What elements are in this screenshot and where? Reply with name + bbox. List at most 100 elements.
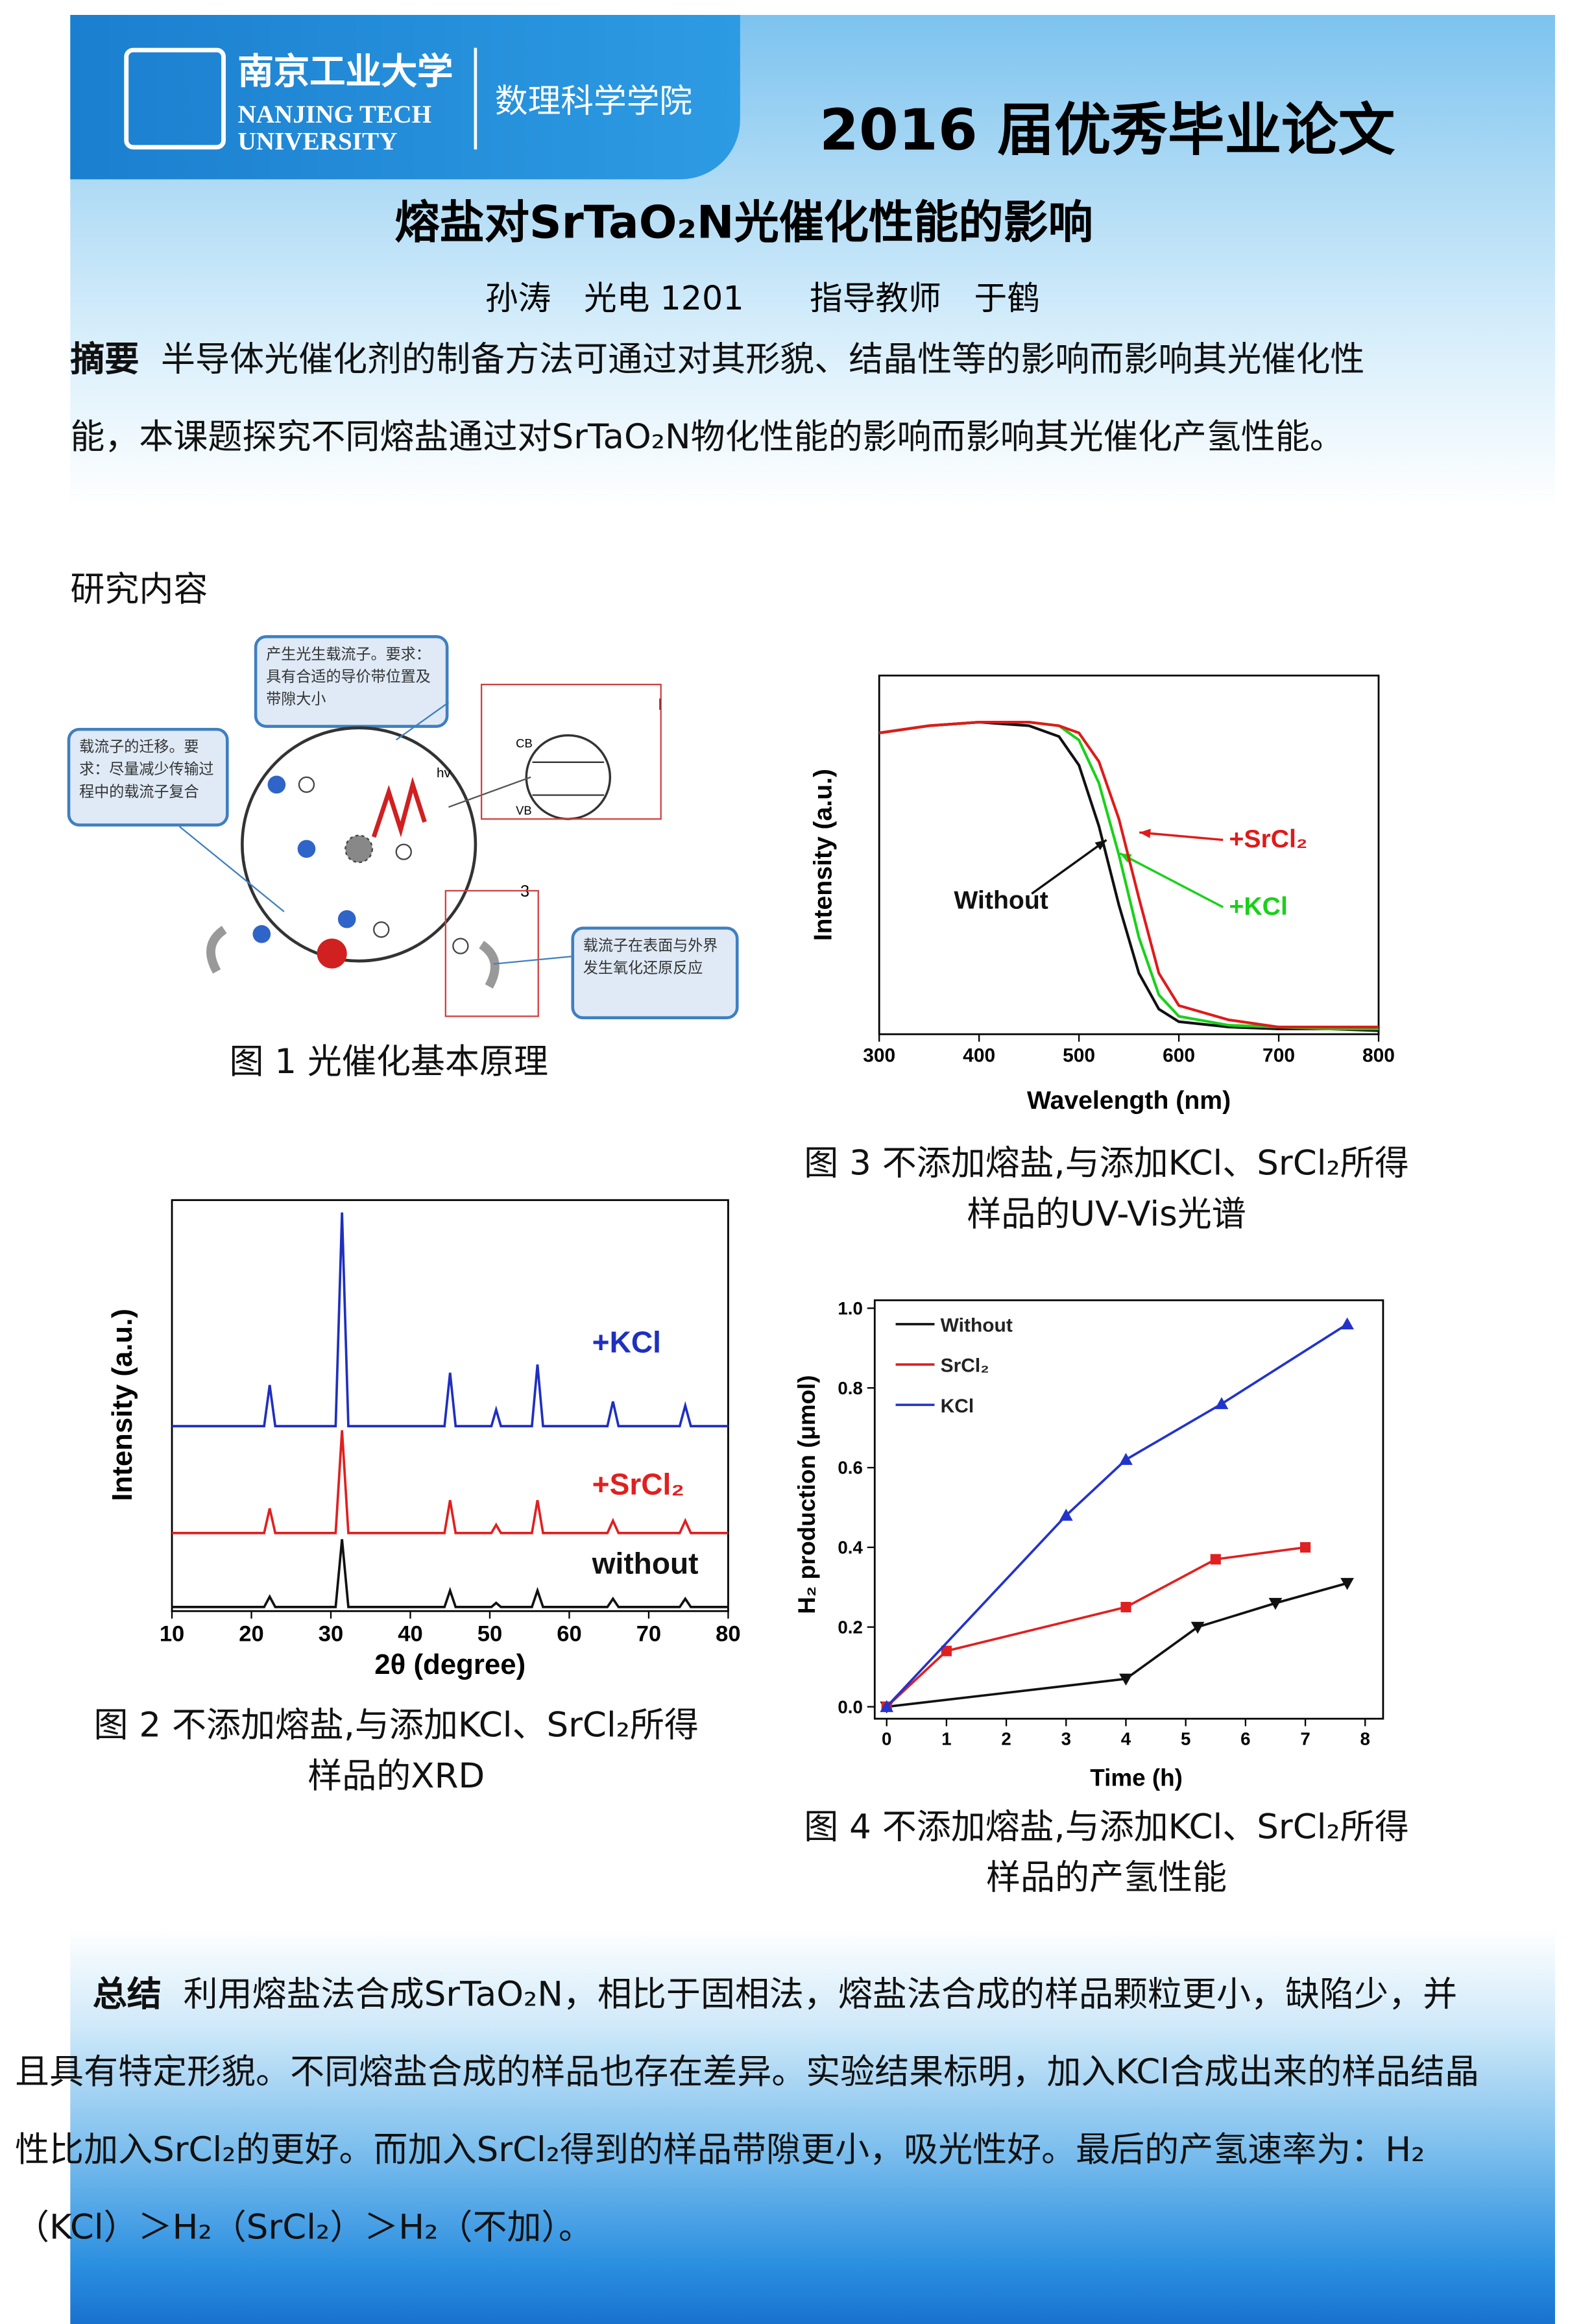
marker [880,1700,894,1712]
series-label: +SrCl₂ [592,1468,684,1501]
chart: 300 400 500 600 700 800 Wavelength (nm) Intensi… [809,674,1395,1115]
series-label: +SrCl₂ [1229,825,1308,853]
hole [373,921,390,938]
marker [1119,1673,1133,1686]
annotation-arrow [1119,852,1224,908]
photon [371,777,427,838]
x-tick-label: 300 [863,1045,895,1066]
series-label: +KCl [592,1325,661,1359]
band-inset [525,734,612,821]
callout-tail [396,701,450,741]
x-tick-label: 60 [557,1621,581,1646]
chart: 10 20 30 40 50 60 70 80 2θ (degree) Intensity (a.… [106,1199,741,1680]
electron [252,925,271,943]
legend-label: Without [941,1314,1013,1336]
marker [1119,1453,1133,1465]
arrow-head [1094,840,1107,851]
x-tick-label: 20 [239,1621,263,1646]
x-tick-label: 80 [716,1621,740,1646]
x-tick-label: 3 [1061,1729,1071,1749]
y-tick-label: 1.0 [838,1298,862,1318]
abstract-label: 摘要 [70,341,139,380]
x-axis-label: Wavelength (nm) [1027,1087,1231,1115]
y-tick-label: 0.8 [838,1378,862,1398]
x-tick-label: 30 [319,1621,343,1646]
x-tick-label: 7 [1300,1729,1310,1749]
figure1-diagram: CB VB hv I 3 [178,683,662,1017]
y-tick-label: 0.6 [838,1458,862,1478]
y-axis-label: Intensity (a.u.) [106,1309,138,1501]
callout-tail [178,825,285,913]
marker [1120,1602,1131,1613]
arrow [479,941,500,989]
series-line [172,1539,729,1608]
callout-tail [493,956,572,965]
marker [1268,1597,1283,1610]
series-label: without [592,1547,699,1580]
marker [941,1645,952,1656]
x-tick-label: 1 [941,1729,951,1749]
y-tick-label: 0.0 [838,1697,862,1717]
marker [1214,1397,1229,1409]
x-tick-label: 40 [398,1621,422,1646]
arrow [206,926,227,974]
y-tick-label: 0.4 [838,1538,863,1558]
frame [444,890,539,1017]
figure-caption: 图 1 光催化基本原理 [229,1043,548,1082]
plot-frame [171,1199,729,1612]
x-tick-label: 0 [882,1729,891,1749]
callout: 载流子在表面与外界发生氧化还原反应 [571,926,739,1020]
banner-title: 2016 届优秀毕业论文 [819,97,1395,163]
series-label: +KCl [1229,893,1288,921]
marker [1059,1508,1073,1521]
x-tick-label: 600 [1163,1045,1195,1066]
logo-panel: 南京工业大学 NANJING TECH UNIVERSITY 数理科学学院 [70,15,740,180]
annotation-arrow [1139,831,1224,841]
abstract: 摘要 半导体光催化剂的制备方法可通过对其形貌、结晶性等的影响而影响其光催化性能，… [70,321,1431,477]
marker [1340,1317,1354,1329]
electron [337,910,356,928]
marker [1340,1578,1354,1590]
figure-caption: 图 4 不添加熔盐,与添加KCl、SrCl₂所得样品的产氢性能 [804,1808,1409,1898]
y-axis-label: H₂ production (μmol) [793,1375,820,1614]
x-axis-label: 2θ (degree) [374,1649,525,1680]
x-tick-label: 50 [477,1621,502,1646]
recombination [317,938,347,969]
university-en-2: UNIVERSITY [237,127,398,156]
abstract-text: 半导体光催化剂的制备方法可通过对其形貌、结晶性等的影响而影响其光催化性能，本课题… [70,341,1365,457]
series-line [172,1430,729,1534]
x-tick-label: 8 [1360,1729,1370,1749]
logo-divider [474,47,477,150]
center [344,834,374,864]
hole [452,938,469,954]
section-title: 研究内容 [70,570,208,610]
arrow-head [1139,829,1151,838]
x-tick-label: 800 [1362,1045,1395,1066]
series-label: Without [954,887,1048,915]
x-tick-label: 500 [1063,1045,1095,1066]
x-tick-label: 6 [1240,1729,1250,1749]
x-tick-label: 10 [160,1621,184,1646]
x-tick-label: 5 [1181,1729,1190,1749]
series-line [878,720,1379,1029]
legend-label: SrCl₂ [941,1355,989,1377]
figure-caption: 图 2 不添加熔盐,与添加KCl、SrCl₂所得样品的XRD [93,1706,699,1797]
callout: 产生光生载流子。要求：具有合适的导价带位置及带隙大小 [254,635,449,728]
summary: 总结 利用熔盐法合成SrTaO₂N，相比于固相法，熔盐法合成的样品颗粒更小，缺陷… [15,1956,1488,2267]
summary-label: 总结 [92,1976,162,2015]
callout: 载流子的迁移。要求：尽量减少传输过程中的载流子复合 [67,727,229,827]
x-tick-label: 400 [963,1045,995,1066]
hole [298,776,315,793]
marker [1190,1621,1205,1634]
annotation-arrow [1031,839,1107,895]
university-en-1: NANJING TECH [237,100,432,129]
particle [241,726,477,963]
label: CB [516,736,533,750]
y-tick-label: 0.2 [838,1617,862,1637]
label: 3 [520,882,529,901]
poster-title: 熔盐对SrTaO₂N光催化性能的影响 [394,197,1093,250]
figure-caption: 图 3 不添加熔盐,与添加KCl、SrCl₂所得样品的UV-Vis光谱 [804,1144,1409,1235]
chart: 0 1 2 3 4 5 6 7 8 0.0 0.2 0.4 0.6 0.8 1.0 Time (h) H₂ pr… [793,1298,1384,1791]
